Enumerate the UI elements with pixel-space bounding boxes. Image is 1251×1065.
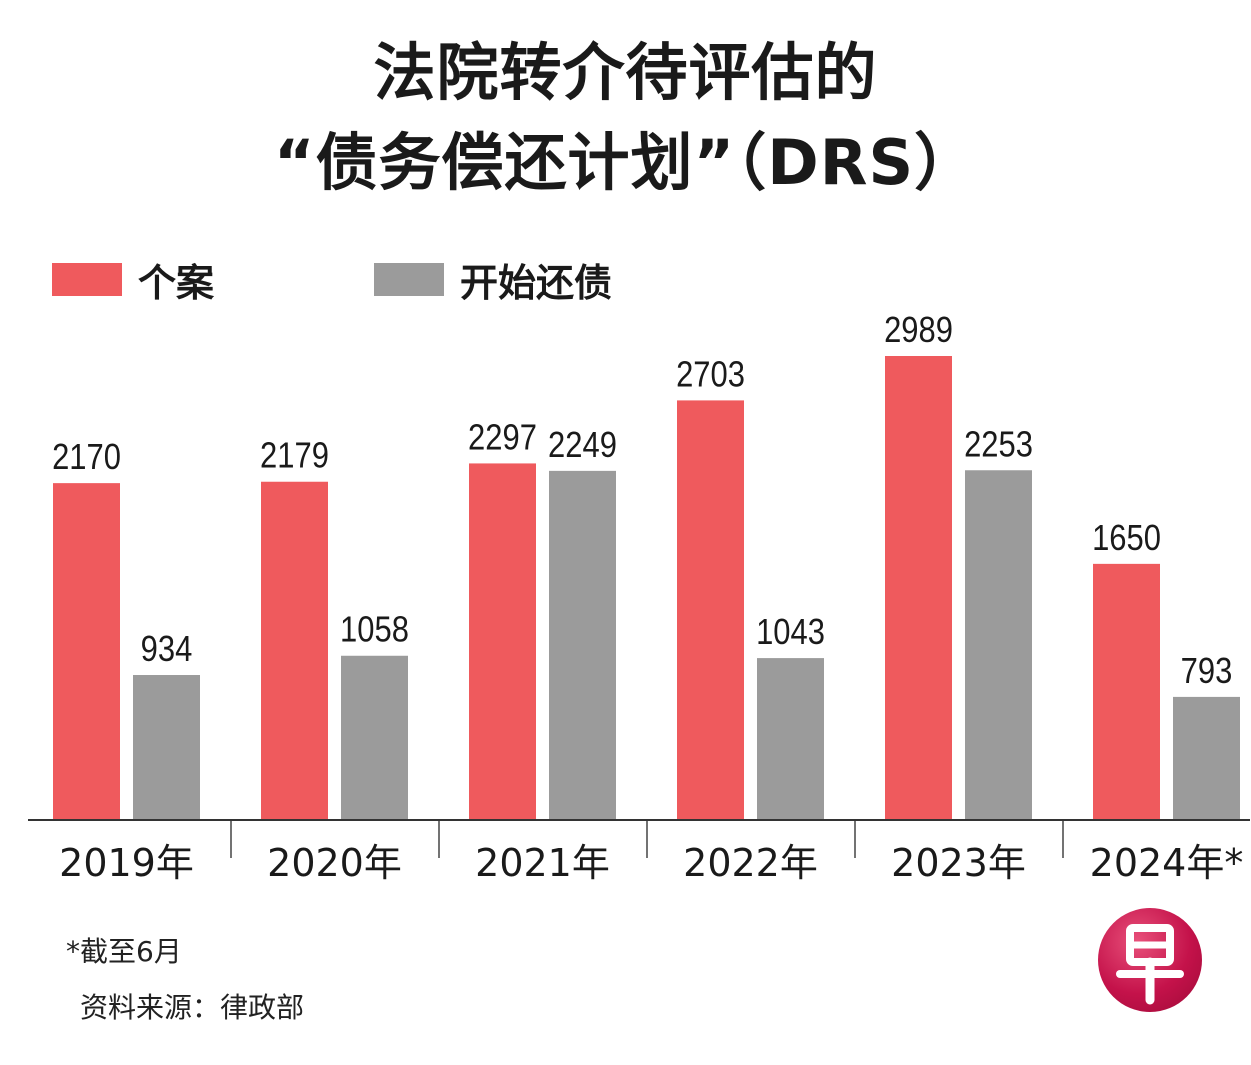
bar-repayment-5: [1173, 696, 1240, 820]
bar-repayment-3: [757, 658, 824, 820]
chart-title-line2: “债务偿还计划”（DRS）: [273, 126, 978, 199]
bar-cases-2: [469, 463, 536, 820]
legend-item-repayment: 开始还债: [374, 252, 612, 307]
legend-item-cases: 个案: [52, 252, 214, 307]
data-label-cases-3: 2703: [676, 355, 745, 395]
bar-repayment-2: [549, 470, 616, 820]
bar-cases-3: [677, 400, 744, 820]
bar-chart: 2170 934 2019年 2179 1058 2020年 2297 2249 2021年 27…: [28, 311, 1250, 885]
data-label-cases-5: 1650: [1092, 519, 1161, 559]
x-tick-label-0: 2019年: [59, 841, 194, 885]
x-tick-label-2: 2021年: [475, 841, 610, 885]
bar-repayment-4: [965, 470, 1032, 820]
legend-swatch-cases: [52, 263, 122, 296]
bar-cases-4: [885, 356, 952, 820]
legend-label-repayment: 开始还债: [460, 261, 613, 305]
bar-repayment-1: [341, 655, 408, 820]
x-tick-label-1: 2020年: [267, 841, 402, 885]
footnote: *截至6月: [66, 935, 182, 968]
bar-repayment-0: [133, 675, 200, 820]
zaobao-logo: [1098, 908, 1202, 1012]
data-label-repayment-2: 2249: [548, 426, 617, 466]
data-label-cases-4: 2989: [884, 311, 953, 351]
data-label-repayment-4: 2253: [964, 425, 1033, 465]
data-label-cases-1: 2179: [260, 437, 329, 477]
data-label-cases-0: 2170: [52, 438, 121, 478]
legend-label-cases: 个案: [138, 261, 215, 305]
legend-swatch-repayment: [374, 263, 444, 296]
data-label-repayment-0: 934: [141, 630, 193, 670]
data-label-repayment-1: 1058: [340, 611, 409, 651]
data-label-cases-2: 2297: [468, 418, 537, 458]
bar-cases-0: [53, 483, 120, 820]
zaobao-logo-glyph: [1116, 924, 1184, 1005]
source-note: 资料来源：律政部: [80, 991, 305, 1024]
x-tick-label-5: 2024年*: [1090, 841, 1244, 885]
x-tick-label-3: 2022年: [683, 841, 818, 885]
bar-cases-1: [261, 481, 328, 820]
bar-cases-5: [1093, 563, 1160, 820]
chart-title-line1: 法院转介待评估的: [373, 36, 878, 109]
x-tick-label-4: 2023年: [891, 841, 1026, 885]
data-label-repayment-3: 1043: [756, 613, 825, 653]
data-label-repayment-5: 793: [1181, 652, 1233, 692]
